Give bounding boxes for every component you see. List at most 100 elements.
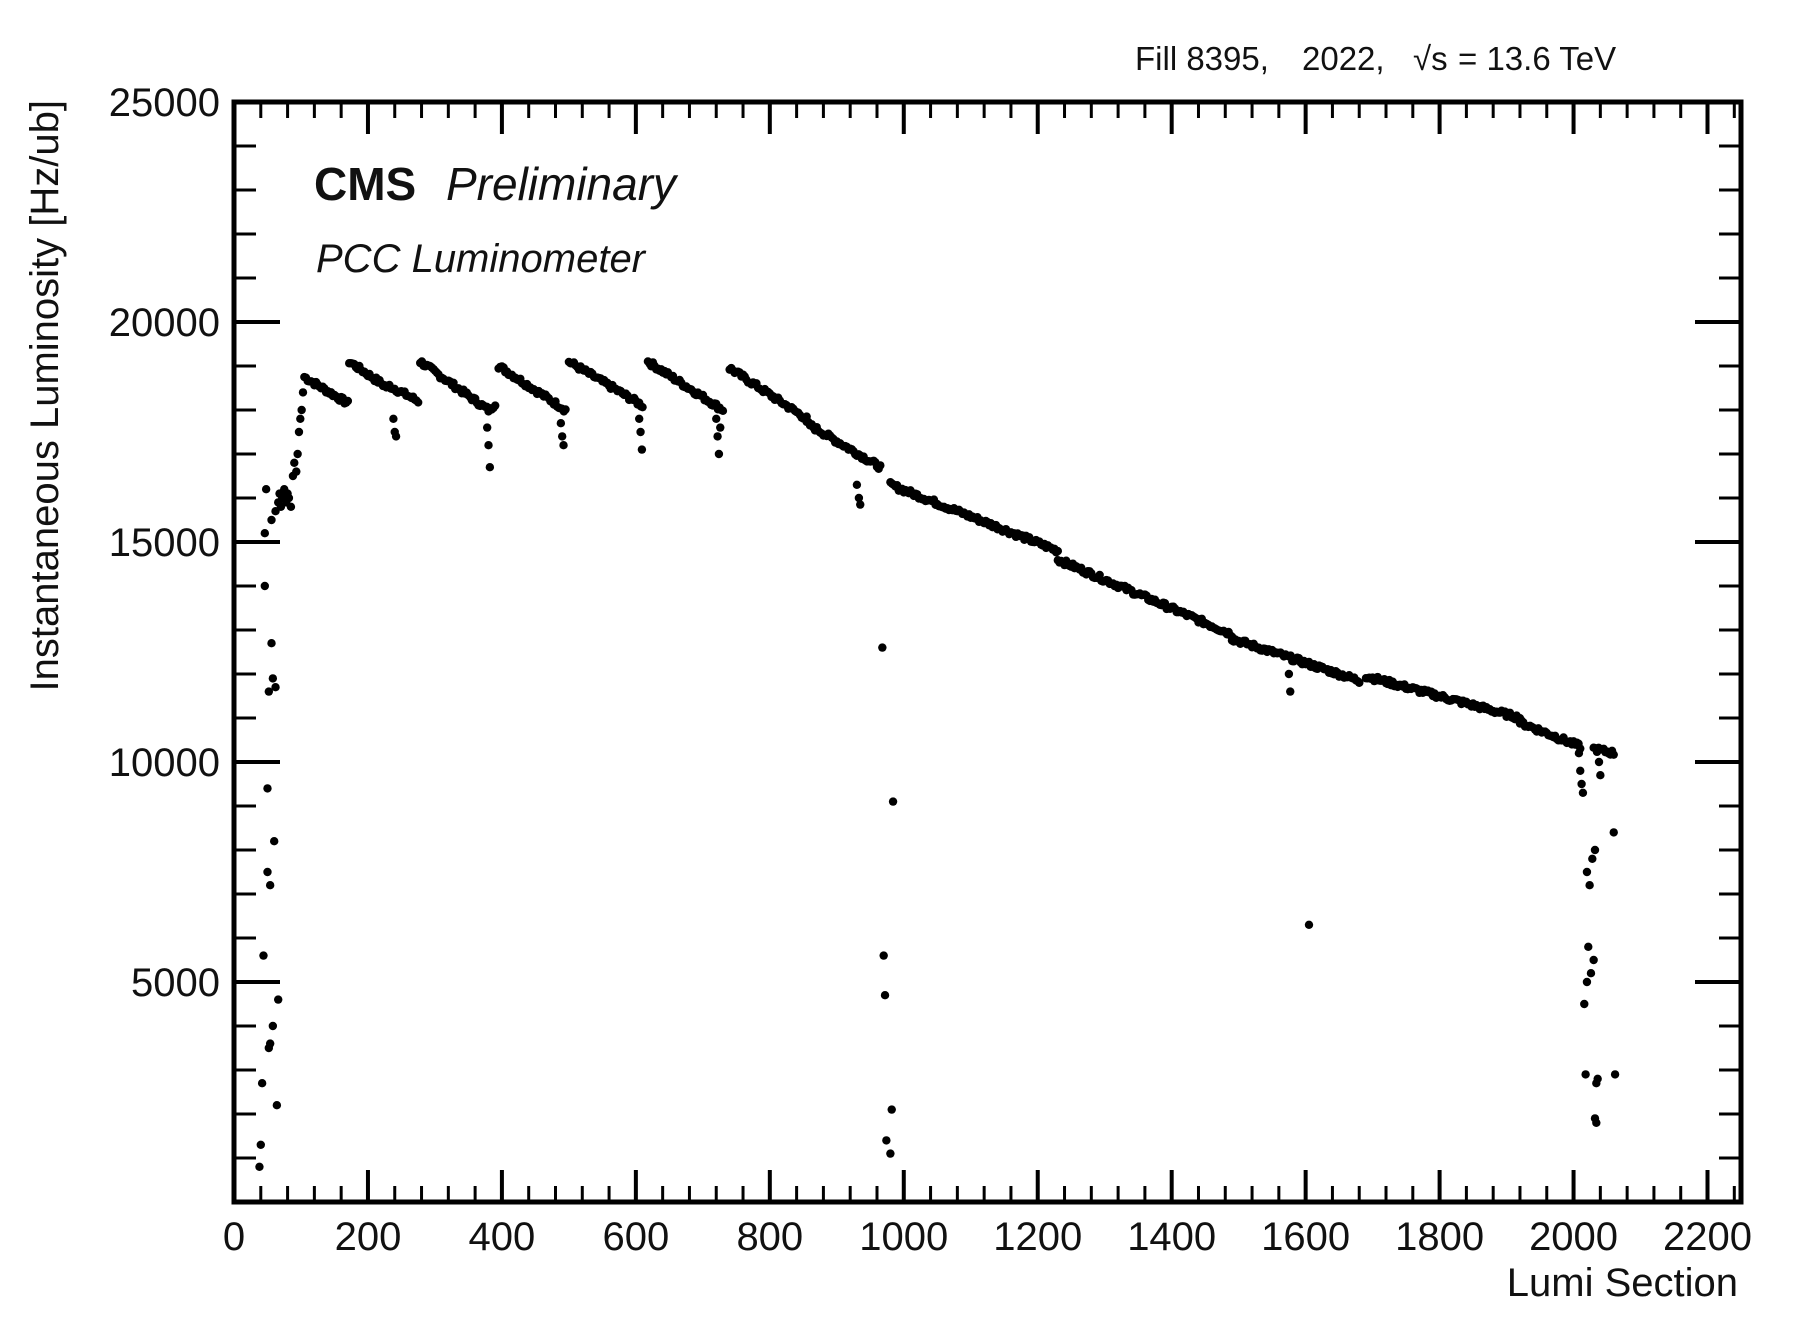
data-point <box>298 388 308 397</box>
data-point <box>268 674 278 683</box>
data-point <box>294 427 304 437</box>
data-point <box>343 396 353 406</box>
data-point <box>265 881 275 890</box>
data-point <box>1286 687 1295 696</box>
data-point <box>1589 955 1598 965</box>
y-tick-label: 15000 <box>109 521 220 565</box>
data-point <box>852 480 862 489</box>
data-point <box>255 1162 264 1172</box>
data-point <box>263 784 272 793</box>
y-tick-label: 25000 <box>109 81 220 125</box>
data-point <box>1582 867 1592 877</box>
data-point <box>714 449 724 459</box>
data-point <box>1584 942 1593 951</box>
data-point <box>263 867 272 877</box>
data-point <box>1592 1118 1601 1128</box>
y-axis-ticks: 5000 10000 15000 20000 25000 <box>109 81 1741 1160</box>
data-point <box>292 467 301 476</box>
y-axis-title: Instantaneous Luminosity [Hz/ub] <box>23 100 67 691</box>
data-point <box>491 401 500 410</box>
x-axis-title: Lumi Section <box>1507 1261 1738 1305</box>
data-point <box>856 500 865 509</box>
data-point <box>261 485 271 494</box>
data-point <box>1355 678 1364 687</box>
data-point <box>1609 828 1618 837</box>
experiment-label: CMS <box>314 158 416 210</box>
data-point <box>1574 749 1584 758</box>
data-point <box>713 432 722 441</box>
data-point <box>485 463 495 472</box>
data-point <box>886 1149 895 1158</box>
data-point <box>1581 1070 1590 1079</box>
data-point <box>297 405 306 415</box>
x-tick-label: 200 <box>335 1215 402 1259</box>
data-point <box>260 529 270 538</box>
energy-symbol: √s <box>1413 40 1448 77</box>
data-point <box>1284 669 1294 679</box>
x-tick-label: 1800 <box>1395 1215 1484 1259</box>
data-point <box>290 458 299 467</box>
data-point <box>256 1140 265 1150</box>
data-point <box>257 1079 267 1088</box>
data-point <box>284 493 294 503</box>
data-point <box>267 639 276 648</box>
data-point <box>557 432 567 441</box>
data-point <box>413 398 423 407</box>
data-point <box>267 515 276 525</box>
x-tick-label: 1600 <box>1261 1215 1350 1259</box>
data-point <box>888 797 898 806</box>
plot-frame <box>231 99 1744 1205</box>
y-tick-label: 5000 <box>131 961 220 1005</box>
data-point <box>880 991 890 1000</box>
y-tick-label: 10000 <box>109 741 220 785</box>
data-point <box>271 683 280 692</box>
data-point <box>260 581 270 591</box>
data-point <box>1588 854 1597 863</box>
data-point <box>1610 1070 1620 1079</box>
data-point <box>1585 881 1594 890</box>
data-point <box>854 493 864 503</box>
data-point <box>1053 546 1063 556</box>
data-point <box>716 423 725 432</box>
data-point <box>259 951 268 960</box>
x-axis-ticks: 0 200 400 600 800 1000 1200 1400 1600 1800 2000 220… <box>223 102 1752 1259</box>
data-point <box>1304 920 1314 929</box>
data-point <box>556 419 566 428</box>
data-point <box>1580 999 1589 1009</box>
detector-label: PCC Luminometer <box>316 237 647 281</box>
data-point <box>712 414 721 423</box>
data-point <box>1578 788 1588 797</box>
data-point <box>1577 779 1586 789</box>
x-tick-label: 1200 <box>993 1215 1082 1259</box>
data-point <box>1590 845 1600 855</box>
data-point <box>482 423 492 432</box>
data-point <box>389 414 398 423</box>
y-tick-label: 20000 <box>109 301 220 345</box>
fill-info: Fill 8395, <box>1135 40 1269 77</box>
data-point <box>293 449 302 459</box>
data-point <box>636 427 645 437</box>
data-point <box>272 1101 282 1110</box>
data-point <box>718 406 728 416</box>
data-point <box>882 1136 891 1145</box>
data-point <box>635 414 644 423</box>
x-tick-label: 1000 <box>859 1215 948 1259</box>
data-point <box>637 445 647 454</box>
data-point <box>269 837 279 846</box>
data-point <box>268 1021 278 1031</box>
status-label: Preliminary <box>446 158 679 210</box>
data-point <box>1609 750 1618 759</box>
data-point <box>484 441 493 450</box>
data-point <box>1576 766 1585 775</box>
data-point <box>559 441 568 450</box>
data-point <box>1586 969 1596 978</box>
data-point <box>878 643 887 652</box>
energy-info: = 13.6 TeV <box>1458 40 1616 77</box>
data-point <box>1596 771 1605 780</box>
data-points-layer <box>255 357 1620 1172</box>
x-tick-label: 600 <box>602 1215 669 1259</box>
year-info: 2022, <box>1302 40 1385 77</box>
data-point <box>286 502 296 511</box>
data-point <box>265 1039 275 1048</box>
